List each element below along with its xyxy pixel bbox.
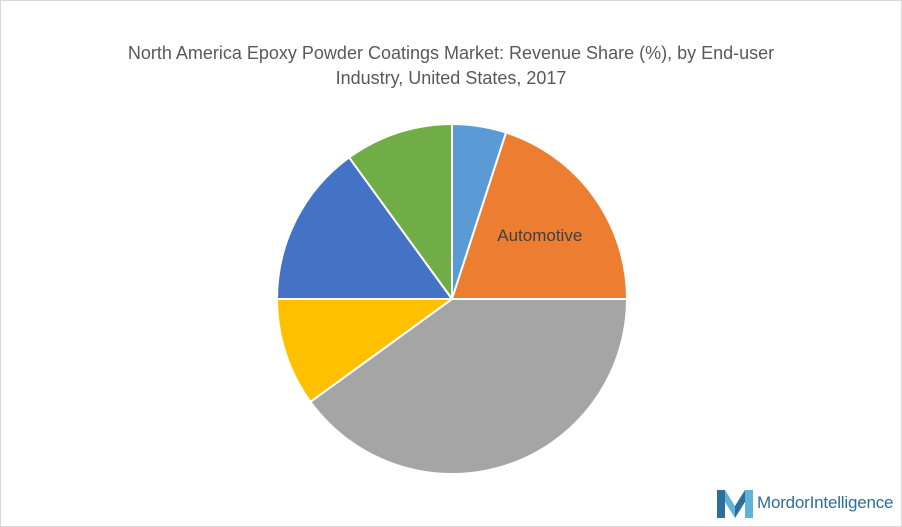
logo-word-intelligence: Intelligence [809, 493, 894, 512]
chart-title: North America Epoxy Powder Coatings Mark… [101, 41, 801, 91]
logo-wordmark: MordorIntelligence [757, 493, 893, 513]
logo-mark-icon [717, 490, 753, 518]
logo-word-mordor: Mordor [757, 493, 810, 512]
pie-slice-5 [276, 156, 453, 300]
pie-slice-6 [348, 123, 453, 300]
pie-slice-2 [451, 131, 628, 300]
chart-title-line-2: Industry, United States, 2017 [335, 68, 567, 88]
pie-slice-label-2: Automotive [497, 226, 582, 245]
pie-slice-4 [276, 298, 453, 403]
mordor-intelligence-logo: MordorIntelligence [717, 488, 893, 518]
pie-slice-3 [309, 298, 628, 475]
chart-title-line-1: North America Epoxy Powder Coatings Mark… [127, 43, 775, 63]
